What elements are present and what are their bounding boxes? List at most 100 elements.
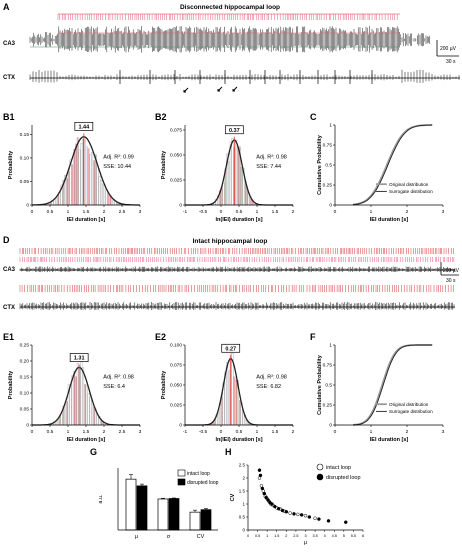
x-axis-label: IEI duration [s]	[67, 217, 106, 223]
y-tick-label: 0.15	[20, 132, 30, 138]
scatter-point	[262, 491, 267, 496]
y-tick-label: 0.075	[170, 128, 182, 134]
y-tick-label: 1	[329, 123, 332, 129]
fit-stat-1: Adj. R²: 0.99	[103, 155, 134, 161]
histogram-bar	[78, 149, 81, 206]
panel-letter-D: D	[3, 235, 10, 245]
x-tick-label: 1	[370, 209, 373, 215]
histogram-bar	[98, 175, 101, 206]
y-tick-label: 0.25	[20, 343, 30, 349]
x-tick-label: 0.5	[236, 429, 243, 435]
trace-D-time-scale: 30 s	[446, 278, 456, 284]
y-tick-label: 1.5	[239, 488, 246, 493]
y-tick-label: 0	[26, 203, 29, 209]
panel-letter-F: F	[310, 332, 316, 342]
x-tick-label: 2	[103, 209, 106, 215]
histogram-bar	[82, 367, 85, 426]
histogram-bar	[83, 137, 86, 206]
histogram-B2: 0.37 0 0.025 0.050 0.075 -1 -0.5 0 0.5 1 1.5 2 ln(IE…	[161, 125, 295, 223]
fit-stat-2: SSE: 6.4	[103, 384, 125, 390]
x-tick-label: 0	[31, 209, 34, 215]
y-tick-label: 1	[242, 501, 245, 506]
trace-A-time-scale: 30 s	[446, 59, 456, 65]
y-tick-label: 0.050	[170, 153, 182, 159]
fit-stat-2: SSE: 6.82	[256, 384, 281, 390]
cdf-F: 0 0.25 0.5 0.75 1 0 1 2 3 IEI duration [s] Cumulat…	[317, 343, 445, 443]
scatter-point	[257, 468, 262, 472]
panel-letter-A: A	[3, 2, 10, 12]
bar-chart-G: μ σ CV a.u. intact loop disrupted loop	[98, 468, 219, 540]
peak-label-box	[224, 125, 244, 135]
fit-stat-2: SSE: 10.44	[103, 164, 131, 170]
cdf-C: 0 0.25 0.5 0.75 1 0 1 2 3 IEI duration [s] Cumulat…	[317, 123, 445, 223]
scatter-point	[307, 515, 312, 519]
x-tick-label: 1.5	[272, 209, 279, 215]
scatter-point	[266, 498, 270, 502]
y-tick-label: 0.5	[325, 163, 332, 169]
x-tick-label: 1	[256, 429, 259, 435]
scatter-point	[288, 511, 292, 515]
y-tick-label: 0	[329, 203, 332, 209]
legend-swatch	[177, 478, 186, 486]
legend-label: disrupted loop	[326, 475, 361, 481]
x-tick-label: -0.5	[199, 209, 208, 215]
histogram-bar	[231, 138, 234, 206]
category-label: CV	[197, 534, 205, 540]
y-tick-label: 0.20	[20, 359, 30, 365]
peak-label-box	[74, 122, 94, 131]
x-tick-label: 0	[247, 534, 249, 538]
legend-label: disrupted loop	[187, 480, 219, 486]
histogram-bar	[101, 183, 104, 206]
x-tick-label: 3.5	[312, 534, 317, 538]
x-tick-label: 2	[103, 429, 106, 435]
legend-label: intact loop	[326, 465, 351, 471]
x-tick-label: 1	[370, 429, 373, 435]
event-raster-A	[57, 14, 398, 20]
scatter-point	[264, 495, 268, 500]
histogram-bar	[80, 361, 83, 426]
x-tick-label: 2	[406, 209, 409, 215]
x-tick-label: 0.5	[47, 209, 54, 215]
x-tick-label: 1	[266, 534, 268, 538]
histogram-bar	[91, 152, 94, 206]
bar-disrupted-loop	[136, 485, 148, 531]
y-tick-label: 0.10	[20, 156, 30, 162]
histogram-bar	[60, 413, 63, 426]
histogram-bar	[85, 146, 88, 206]
fit-stat-2: SSE: 7.44	[256, 164, 281, 170]
y-tick-label: 0.05	[20, 179, 30, 185]
trace-A-ctx	[29, 69, 460, 84]
histogram-bar	[227, 161, 230, 206]
y-tick-label: 0.5	[239, 514, 246, 519]
histogram-bar	[100, 180, 103, 206]
bar-intact-loop	[125, 478, 137, 531]
trace-D-ca3	[19, 248, 455, 273]
arrowhead-2-icon	[217, 86, 223, 92]
x-tick-label: 1	[256, 209, 259, 215]
trace-A-ca3	[29, 13, 430, 53]
event-raster-D3	[19, 285, 454, 292]
legend-label-original: Original distribution	[389, 402, 429, 407]
scatter-point	[280, 508, 285, 513]
arrowhead-3-icon	[232, 86, 238, 92]
x-tick-label: 0.5	[47, 429, 54, 435]
histogram-bar	[227, 370, 230, 426]
histogram-bar	[80, 143, 83, 206]
peak-label-box	[221, 343, 241, 353]
x-axis-label: ln(IEI) duration [s]	[215, 217, 262, 223]
y-tick-label: 2	[242, 475, 245, 480]
x-tick-label: 4.5	[332, 534, 337, 538]
panel-letter-C: C	[310, 112, 317, 122]
histogram-bar	[110, 198, 113, 206]
y-tick-label: 0.5	[325, 383, 332, 389]
peak-label: 0.37	[229, 128, 240, 134]
peak-label: 1.31	[74, 356, 85, 362]
x-tick-label: 2.5	[119, 429, 126, 435]
trace-A-voltage-scale: 200 µV	[440, 46, 457, 52]
histogram-bar	[91, 399, 94, 426]
x-tick-label: 0	[31, 429, 34, 435]
histogram-bar	[64, 404, 67, 426]
x-tick-label: 2.5	[119, 209, 126, 215]
